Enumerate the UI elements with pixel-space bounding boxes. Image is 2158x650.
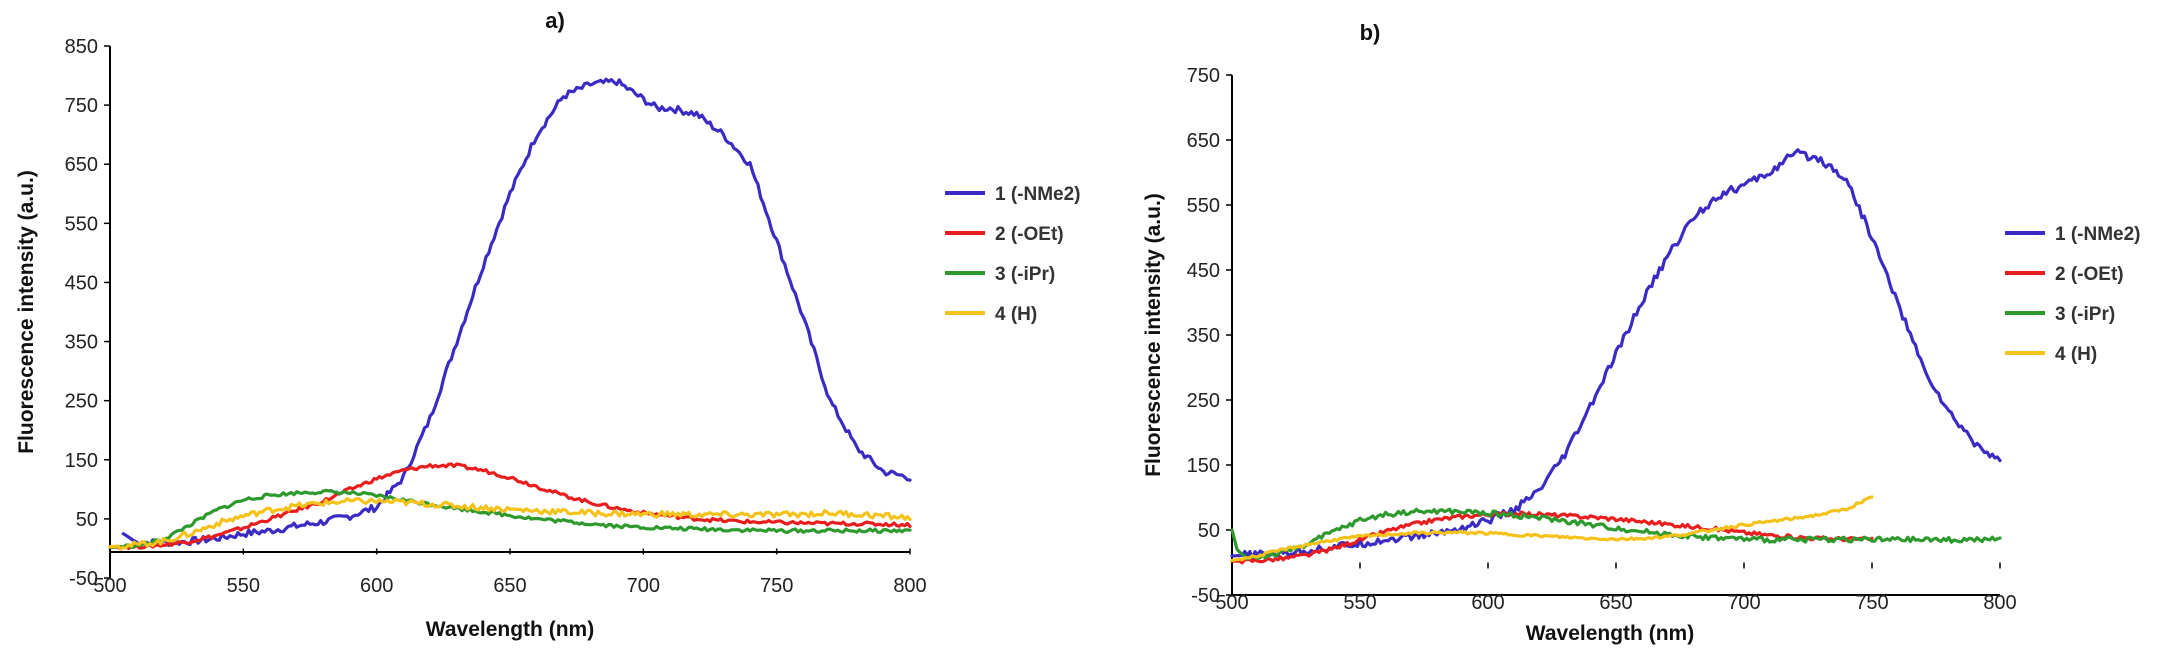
series-line-2 — [1230, 510, 1874, 565]
x-tick-label: 650 — [493, 575, 526, 597]
chart-panel-a: a) -50 50 150 250 350 450 550 650 750 850 500 550 6… — [15, 8, 1081, 641]
series-line-3 — [108, 488, 912, 550]
series-line-4 — [1230, 495, 1874, 563]
legend-label-4: 4 (H) — [2055, 344, 2097, 365]
legend-label-3: 3 (-iPr) — [995, 264, 1055, 285]
legend-label-1: 1 (-NMe2) — [2055, 224, 2141, 245]
series-group-b — [1230, 148, 2002, 565]
y-tick-label: 250 — [1187, 390, 1220, 412]
y-axis-title-b: Fluorescence intensity (a.u.) — [1142, 193, 1165, 477]
y-tick-label: 350 — [1187, 325, 1220, 347]
y-tick-label: 750 — [65, 95, 98, 117]
x-tick-label: 800 — [1983, 592, 2016, 614]
y-tick-label: 550 — [65, 213, 98, 235]
x-tick-label: 550 — [227, 575, 260, 597]
y-tick-label: -50 — [1191, 585, 1220, 607]
y-tick-label: 550 — [1187, 195, 1220, 217]
series-line-1 — [1230, 148, 2002, 561]
y-tick-label: 50 — [1198, 520, 1220, 542]
x-tick-label: 650 — [1599, 592, 1632, 614]
y-ticks-b: -50 50 150 250 350 450 550 650 750 — [1187, 65, 1232, 607]
x-tick-label: 700 — [627, 575, 660, 597]
x-tick-label: 600 — [360, 575, 393, 597]
series-group-a — [108, 77, 912, 551]
y-tick-label: -50 — [69, 568, 98, 590]
chart-title-a: a) — [545, 8, 565, 33]
x-tick-label: 800 — [893, 575, 926, 597]
x-tick-label: 500 — [93, 575, 126, 597]
y-tick-label: 150 — [65, 450, 98, 472]
x-tick-label: 750 — [1855, 592, 1888, 614]
legend-label-2: 2 (-OEt) — [995, 224, 1064, 245]
x-axis-title-a: Wavelength (nm) — [426, 618, 594, 641]
x-tick-label: 700 — [1727, 592, 1760, 614]
series-line-3 — [1230, 507, 2002, 561]
y-tick-label: 250 — [65, 391, 98, 413]
y-tick-label: 650 — [1187, 130, 1220, 152]
y-tick-label: 150 — [1187, 455, 1220, 477]
y-tick-label: 350 — [65, 332, 98, 354]
series-line-4 — [108, 496, 912, 551]
legend-label-1: 1 (-NMe2) — [995, 184, 1081, 205]
x-tick-label: 550 — [1343, 592, 1376, 614]
y-tick-label: 750 — [1187, 65, 1220, 87]
x-tick-label: 750 — [760, 575, 793, 597]
chart-panel-b: b) -50 50 150 250 350 450 550 650 750 500 550 600 6… — [1142, 20, 2141, 645]
legend-a: 1 (-NMe2) 2 (-OEt) 3 (-iPr) 4 (H) — [945, 184, 1081, 325]
y-tick-label: 450 — [1187, 260, 1220, 282]
legend-label-4: 4 (H) — [995, 304, 1037, 325]
y-ticks-a: -50 50 150 250 350 450 550 650 750 850 — [65, 36, 110, 590]
series-line-2 — [108, 462, 912, 551]
legend-b: 1 (-NMe2) 2 (-OEt) 3 (-iPr) 4 (H) — [2005, 224, 2141, 365]
x-ticks-a: 500 550 600 650 700 750 800 — [93, 548, 927, 597]
x-tick-label: 500 — [1215, 592, 1248, 614]
legend-label-3: 3 (-iPr) — [2055, 304, 2115, 325]
series-line-1 — [121, 77, 912, 548]
y-tick-label: 850 — [65, 36, 98, 58]
x-tick-label: 600 — [1471, 592, 1504, 614]
y-tick-label: 650 — [65, 154, 98, 176]
x-ticks-b: 500 550 600 650 700 750 800 — [1215, 562, 2017, 614]
y-tick-label: 50 — [76, 509, 98, 531]
y-axis-title-a: Fluorescence intensity (a.u.) — [15, 170, 38, 454]
x-axis-title-b: Wavelength (nm) — [1526, 622, 1694, 645]
y-tick-label: 450 — [65, 272, 98, 294]
chart-title-b: b) — [1360, 20, 1381, 45]
legend-label-2: 2 (-OEt) — [2055, 264, 2124, 285]
